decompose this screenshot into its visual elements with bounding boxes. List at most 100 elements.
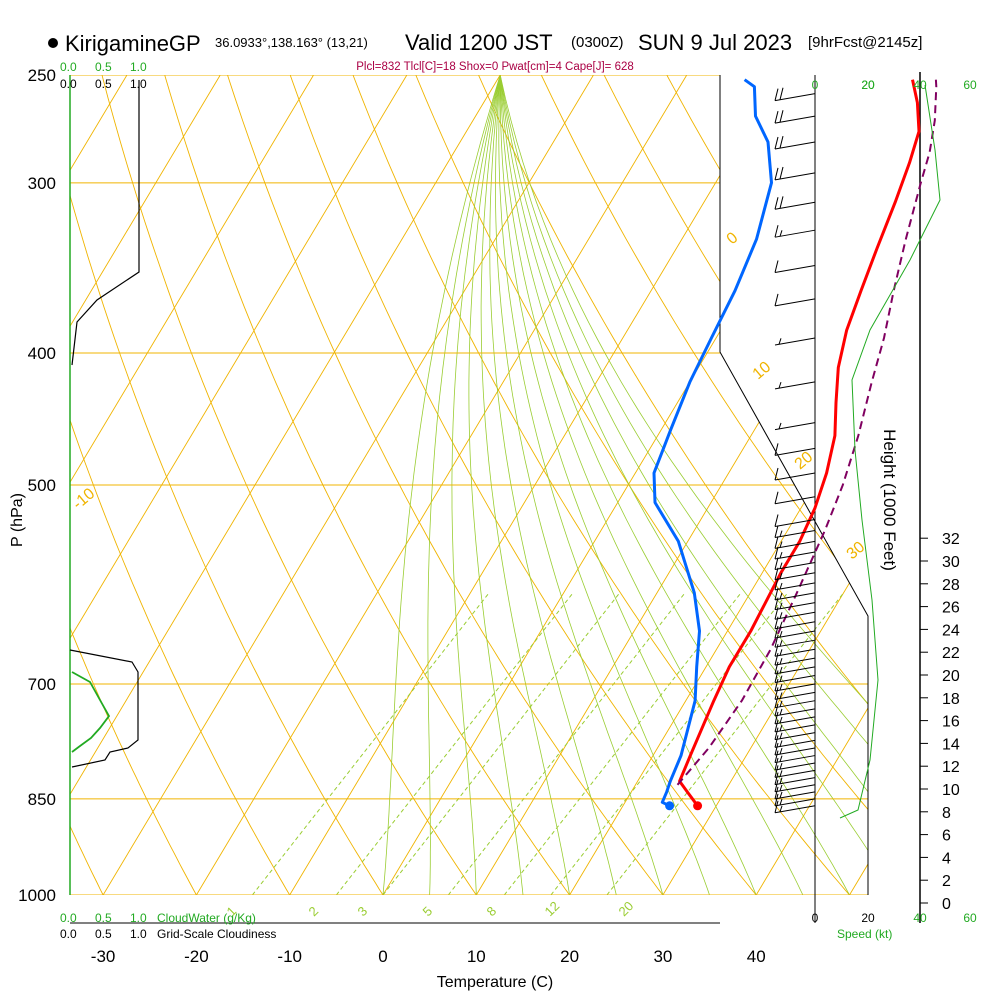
valid-date: SUN 9 Jul 2023 bbox=[638, 30, 792, 55]
wind-barb-flag bbox=[774, 687, 779, 700]
moist-adiabat-line bbox=[451, 75, 501, 895]
temperature-line bbox=[678, 79, 921, 807]
cloud-water-scale-top: 1.0 bbox=[130, 60, 147, 74]
wind-barb bbox=[774, 572, 816, 581]
wind-barb bbox=[774, 201, 816, 210]
wind-barb-flag bbox=[774, 525, 779, 538]
wind-barb-half-flag bbox=[779, 791, 783, 799]
height-tick-label: 32 bbox=[942, 531, 960, 548]
x-tick-label: -20 bbox=[184, 947, 209, 966]
x-tick-label: 30 bbox=[653, 947, 672, 966]
wind-barb-half-flag bbox=[779, 562, 783, 569]
wind-speed-scale-top: 20 bbox=[861, 78, 875, 92]
wind-barb-flag bbox=[779, 166, 784, 180]
wind-barb-flag bbox=[774, 750, 779, 763]
wind-barb bbox=[774, 562, 816, 570]
dry-adiabat-line bbox=[70, 75, 197, 895]
mixing-ratio-line bbox=[382, 592, 621, 895]
wind-barb-flag bbox=[774, 735, 779, 748]
wind-barb-flag bbox=[779, 110, 784, 123]
isotherm-line bbox=[755, 75, 868, 895]
y-tick-label: 700 bbox=[28, 675, 56, 694]
wind-barb bbox=[774, 172, 816, 181]
height-tick-label: 2 bbox=[942, 873, 951, 890]
surface-temperature-point bbox=[693, 801, 703, 811]
wind-barb bbox=[774, 621, 816, 630]
wind-barb bbox=[774, 422, 816, 431]
wind-barb-flag bbox=[779, 87, 784, 100]
wind-barb-half-flag bbox=[779, 649, 783, 656]
cloudiness-scale-bottom: 1.0 bbox=[130, 927, 147, 941]
moist-adiabat-line bbox=[489, 75, 617, 895]
height-tick-label: 26 bbox=[942, 600, 960, 617]
wind-barb-flag bbox=[774, 727, 779, 740]
wind-barb bbox=[774, 115, 816, 124]
height-tick-label: 30 bbox=[942, 554, 960, 571]
y-tick-label: 500 bbox=[28, 476, 56, 495]
wind-barb-half-flag bbox=[779, 666, 783, 674]
wind-barb-flag bbox=[774, 88, 779, 101]
cloud-water-scale-bottom: 1.0 bbox=[130, 911, 147, 925]
mixing-ratio-label: 3 bbox=[355, 903, 371, 919]
wind-barb-half-flag bbox=[779, 230, 783, 237]
wind-barb-half-flag bbox=[779, 692, 783, 699]
wind-barb-half-flag bbox=[779, 755, 783, 762]
wind-scale-top: 20 bbox=[861, 78, 875, 92]
wind-barb-flag bbox=[774, 757, 779, 771]
wind-barb-flag bbox=[779, 196, 784, 209]
wind-barb bbox=[774, 691, 816, 700]
wind-barb-half-flag bbox=[779, 798, 783, 806]
height-tick-label: 8 bbox=[942, 805, 951, 822]
wind-barb-flag bbox=[774, 567, 779, 580]
y-tick-label: 250 bbox=[28, 66, 56, 85]
wind-barb-half-flag bbox=[779, 740, 783, 747]
wind-barb bbox=[774, 447, 816, 456]
mixing-ratio-line bbox=[606, 592, 844, 895]
wind-barb bbox=[774, 551, 816, 560]
isotherm-label: 10 bbox=[750, 359, 775, 384]
wind-barb-flag bbox=[774, 197, 779, 210]
x-tick-label: 10 bbox=[467, 947, 486, 966]
wind-barb bbox=[774, 611, 816, 620]
wind-scale-top: 0 bbox=[812, 78, 819, 92]
wind-barb-half-flag bbox=[779, 572, 783, 580]
wind-barb bbox=[774, 791, 816, 800]
wind-barb bbox=[774, 700, 816, 709]
isotherm-line bbox=[849, 75, 868, 895]
cloud-water-line bbox=[71, 671, 111, 753]
wind-barb-flag bbox=[774, 793, 779, 806]
wind-barb-half-flag bbox=[778, 422, 782, 430]
wind-barb-flag bbox=[774, 800, 779, 813]
wind-barb-half-flag bbox=[779, 592, 783, 600]
wind-barb-flag bbox=[774, 136, 779, 150]
wind-barb-half-flag bbox=[779, 675, 783, 682]
wind-barb bbox=[774, 540, 816, 549]
wind-barb bbox=[774, 496, 816, 505]
wind-barb-flag bbox=[774, 443, 779, 456]
wind-barb-half-flag bbox=[779, 770, 783, 777]
wind-barb bbox=[774, 666, 816, 675]
surface-dewpoint-point bbox=[665, 801, 675, 811]
wind-barb-half-flag bbox=[779, 700, 783, 707]
height-tick-label: 28 bbox=[942, 577, 960, 594]
wind-barb-flag bbox=[774, 111, 779, 124]
cloudiness-scale-top: 0.5 bbox=[95, 77, 112, 91]
cloud-water-scale-top: 0.5 bbox=[95, 60, 112, 74]
moist-adiabat-line bbox=[480, 75, 570, 895]
station-name: KirigamineGP bbox=[65, 31, 201, 56]
dry-adiabat-line bbox=[70, 75, 291, 895]
wind-barb bbox=[774, 805, 816, 814]
wind-barb bbox=[774, 769, 816, 778]
wind-barb bbox=[774, 592, 816, 601]
moist-adiabat-line bbox=[498, 75, 710, 895]
dry-adiabat-line bbox=[405, 75, 868, 895]
wind-barb-half-flag bbox=[779, 658, 783, 665]
height-tick-label: 14 bbox=[942, 736, 960, 753]
wind-barb-half-flag bbox=[779, 530, 783, 537]
moist-adiabat-line bbox=[499, 75, 804, 895]
moist-adiabat-line bbox=[499, 75, 868, 895]
cloud-water-scale-bottom: 0.5 bbox=[95, 911, 112, 925]
valid-time: Valid 1200 JST bbox=[405, 30, 553, 55]
wind-barb bbox=[774, 716, 816, 725]
wind-barb-half-flag bbox=[779, 683, 783, 691]
